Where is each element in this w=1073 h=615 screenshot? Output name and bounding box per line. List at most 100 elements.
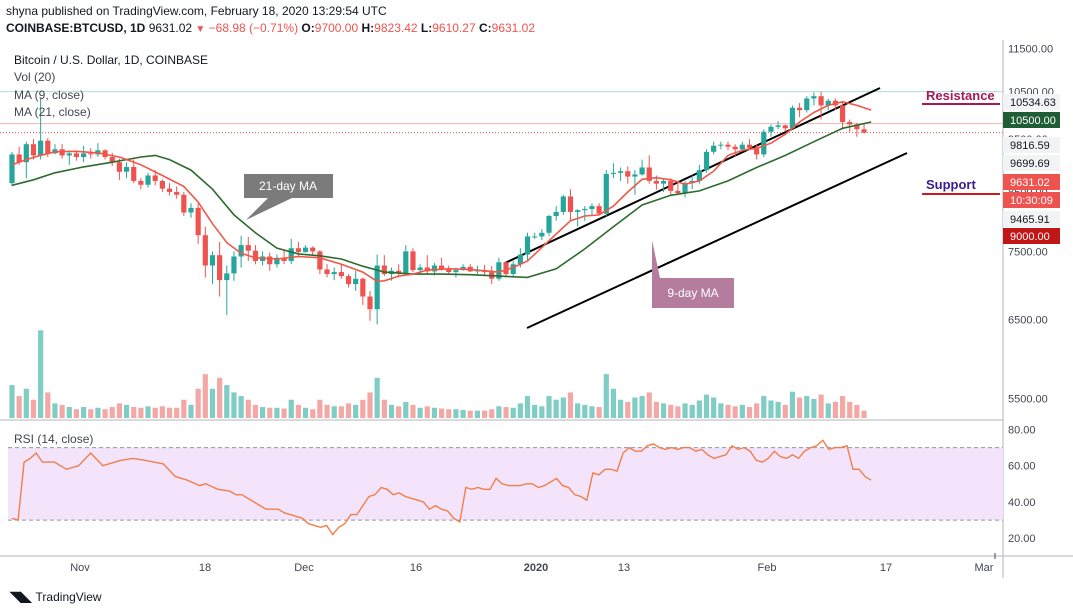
candle	[324, 264, 330, 278]
candle	[317, 250, 323, 275]
candle-body	[338, 272, 344, 277]
candle-body	[159, 180, 165, 189]
volume-bar	[45, 392, 51, 418]
volume-bar	[345, 403, 352, 418]
candle-body	[775, 125, 781, 127]
price-label-text: 9816.59	[1010, 140, 1050, 152]
candle-body	[739, 144, 745, 150]
candle	[618, 167, 624, 181]
candle-body	[145, 175, 151, 185]
candle	[610, 163, 617, 179]
candle-body	[668, 180, 674, 191]
candle-body	[546, 216, 552, 233]
candle	[582, 206, 588, 221]
candle	[768, 124, 774, 137]
candle	[138, 178, 144, 190]
candle	[596, 203, 602, 215]
volume-bar	[532, 404, 538, 418]
candle-body	[274, 257, 280, 265]
candle	[811, 92, 817, 106]
candle-body	[181, 194, 187, 213]
price-label-box	[1003, 155, 1060, 171]
ma9-line	[11, 100, 872, 283]
candle-body	[567, 196, 574, 212]
volume-bar	[95, 407, 101, 418]
rsi-line	[11, 439, 872, 536]
price-label-box	[1003, 137, 1060, 153]
candle-body	[453, 270, 459, 273]
ma21-line	[11, 121, 872, 279]
volume-bar	[603, 374, 609, 418]
volume-bar	[618, 399, 624, 418]
volume-bar	[496, 406, 502, 418]
price-label: 9000.00	[1003, 228, 1060, 244]
candle-body	[381, 265, 387, 275]
price-label: 10500.00	[1003, 112, 1060, 128]
volume-bar	[467, 410, 473, 418]
volume-bar	[746, 407, 753, 418]
volume-bar	[9, 385, 15, 418]
volume-bar	[582, 404, 588, 418]
time-tick-label: Nov	[70, 562, 90, 574]
rsi-legend[interactable]: RSI (14, close)	[14, 432, 94, 446]
candle-body	[217, 255, 223, 281]
candle	[546, 214, 552, 236]
volume-bar	[575, 403, 581, 418]
volume-bar	[30, 399, 37, 418]
candle-body	[45, 140, 51, 154]
candle	[746, 139, 753, 150]
ma21-legend[interactable]: MA (21, close)	[14, 105, 91, 119]
candle	[567, 189, 574, 221]
candle	[539, 229, 545, 241]
volume-bar	[188, 404, 194, 418]
close-value: 9631.02	[491, 21, 536, 35]
volume-bar	[510, 407, 516, 418]
volume-bar	[560, 397, 566, 418]
candle	[660, 178, 667, 192]
ma9-legend[interactable]: MA (9, close)	[14, 88, 85, 102]
volume-bar	[754, 403, 760, 418]
volume-bar	[295, 404, 301, 418]
candle	[331, 267, 337, 281]
time-tick-label: 17	[880, 562, 892, 574]
candle	[532, 232, 538, 239]
candle	[639, 159, 645, 176]
volume-bar	[145, 406, 151, 418]
volume-bar	[288, 399, 294, 418]
candle	[804, 96, 810, 113]
candle-body	[818, 96, 824, 106]
candle-body	[439, 265, 445, 270]
volume-bar	[660, 403, 667, 418]
volume-bar	[331, 406, 337, 418]
candle-body	[675, 190, 681, 194]
volume-bar	[768, 400, 774, 418]
candle	[524, 232, 531, 261]
candle-body	[618, 171, 624, 173]
candle	[217, 241, 223, 297]
volume-bar	[789, 391, 796, 418]
candle	[295, 241, 301, 258]
footer-brand[interactable]: ◥◣ TradingView	[10, 588, 102, 605]
candle	[166, 183, 173, 196]
rsi-tick-label: 80.00	[1008, 424, 1036, 436]
volume-bar	[839, 396, 846, 418]
candle-body	[331, 272, 337, 275]
volume-bar	[224, 385, 230, 418]
volume-bar	[775, 401, 781, 418]
candle-body	[696, 170, 702, 181]
price-tick-label: 7500.00	[1008, 246, 1048, 258]
volume-bar	[102, 409, 108, 418]
price-label-box	[1003, 228, 1060, 244]
time-tick-label: Mar	[975, 562, 994, 574]
volume-bar	[553, 399, 559, 418]
volume-bar	[453, 409, 459, 418]
candle	[410, 248, 416, 273]
symbol-label: COINBASE:BTCUSD, 1D	[6, 21, 146, 35]
ma9-callout-text: 9-day MA	[667, 286, 718, 300]
volume-bar	[109, 407, 115, 418]
volume-bar	[517, 403, 523, 418]
candle	[245, 237, 251, 261]
vol-legend[interactable]: Vol (20)	[14, 70, 56, 84]
candle-body	[682, 183, 688, 194]
